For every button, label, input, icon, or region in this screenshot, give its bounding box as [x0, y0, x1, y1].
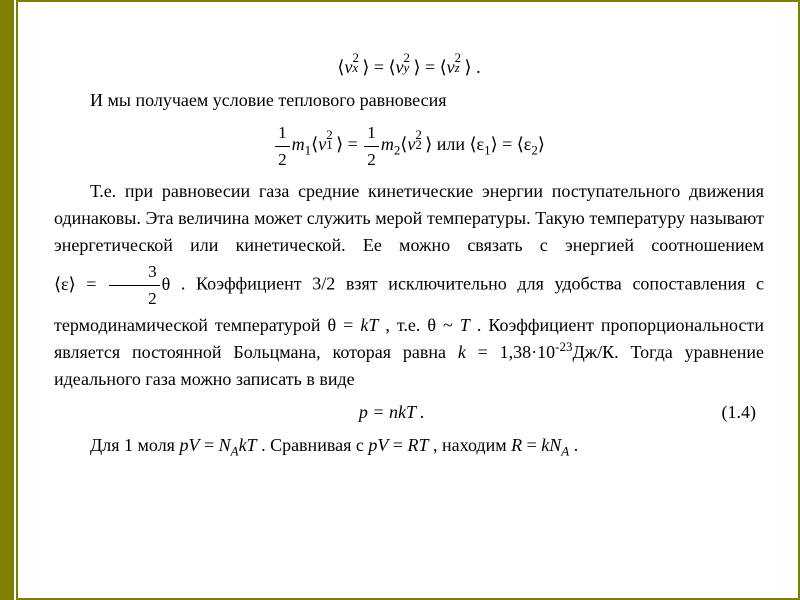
slide-content: ⟨v2x⟩ = ⟨v2y⟩ = ⟨v2z⟩ . И мы получаем ус… — [54, 48, 764, 465]
text-block-a: Т.е. при равновесии газа средние кинетич… — [54, 181, 764, 255]
equation-r-kna: R = kNA . — [511, 435, 578, 455]
para-main-explanation: Т.е. при равновесии газа средние кинетич… — [54, 178, 764, 392]
para-thermal-equilibrium: И мы получаем условие теплового равновес… — [54, 87, 764, 114]
equation-number: (1.4) — [722, 399, 765, 426]
boltzmann-constant: k = 1,38·10-23Дж/К. — [458, 342, 619, 362]
equation-p-nkt: p = nkT . (1.4) — [54, 399, 764, 426]
equation-theta-kt: θ = kT , т.е. θ ~ T . — [328, 315, 489, 335]
equation-pv-nakt: pV = NAkT . — [179, 435, 270, 455]
para-one-mole: Для 1 моля pV = NAkT . Сравнивая с pV = … — [54, 432, 764, 459]
equation-eps-3-2-theta: ⟨ε⟩ = 32θ — [54, 274, 170, 294]
eq-p-nkt-text: p = nkT . — [359, 402, 425, 422]
equation-vxyz: ⟨v2x⟩ = ⟨v2y⟩ = ⟨v2z⟩ . — [54, 54, 764, 81]
equation-pv-rt: pV = RT , — [368, 435, 442, 455]
equation-half-mv2: 12m1⟨v21⟩ = 12m2⟨v22⟩ или ⟨ε1⟩ = ⟨ε2⟩ — [54, 120, 764, 172]
slide-left-bar — [0, 0, 14, 600]
